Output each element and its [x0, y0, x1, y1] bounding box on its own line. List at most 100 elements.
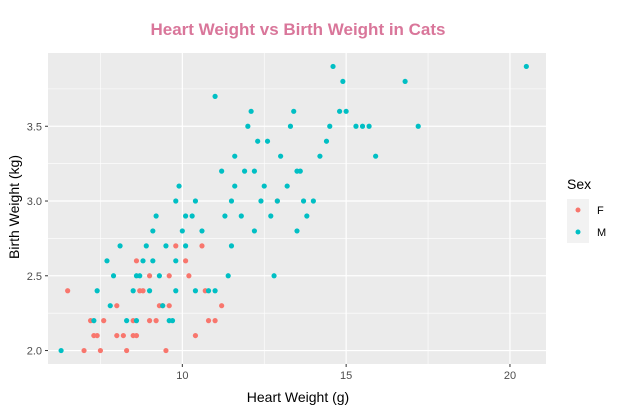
data-point-f	[120, 332, 126, 339]
data-point-m	[222, 213, 228, 219]
data-point-m	[183, 243, 189, 249]
data-points	[58, 63, 529, 354]
data-point-f	[212, 318, 218, 324]
data-point-m	[228, 243, 235, 249]
data-point-m	[340, 78, 346, 85]
major-gridlines	[48, 53, 546, 364]
data-point-m	[212, 93, 218, 99]
data-point-m	[58, 347, 64, 354]
data-point-m	[251, 168, 258, 174]
data-point-f	[153, 318, 159, 324]
data-point-m	[310, 198, 316, 204]
data-point-m	[294, 228, 300, 234]
data-point-m	[107, 303, 113, 309]
data-point-m	[284, 183, 290, 189]
data-point-m	[117, 243, 123, 249]
data-point-m	[287, 123, 294, 129]
data-point-m	[94, 288, 100, 294]
data-point-f	[114, 303, 120, 309]
data-point-m	[179, 228, 185, 234]
legend-title: Sex	[567, 176, 591, 192]
x-tick-label: 10	[176, 370, 188, 382]
data-point-m	[91, 318, 97, 324]
data-point-f	[146, 273, 153, 279]
data-point-f	[124, 347, 130, 354]
data-point-m	[366, 123, 372, 129]
data-point-m	[323, 138, 330, 144]
data-point-m	[140, 258, 146, 264]
data-point-m	[304, 213, 310, 219]
data-point-m	[199, 228, 205, 234]
data-point-m	[104, 258, 110, 264]
data-point-m	[192, 198, 199, 204]
data-point-m	[232, 153, 238, 159]
data-point-m	[261, 183, 267, 189]
data-point-m	[343, 108, 349, 114]
data-point-m	[169, 318, 176, 324]
data-point-m	[245, 123, 251, 129]
data-point-m	[153, 213, 159, 219]
data-point-m	[336, 108, 343, 114]
data-point-m	[278, 153, 284, 159]
data-point-m	[110, 273, 117, 279]
chart-title: Heart Weight vs Birth Weight in Cats	[150, 20, 445, 39]
data-point-f	[140, 288, 146, 294]
legend-label-f: F	[597, 205, 604, 217]
data-point-f	[219, 303, 225, 309]
legend-label-m: M	[597, 227, 606, 239]
data-point-m	[255, 138, 261, 144]
data-point-f	[205, 318, 212, 324]
data-point-m	[176, 183, 182, 189]
data-point-f	[163, 347, 169, 354]
x-axis-title: Heart Weight (g)	[247, 389, 349, 405]
data-point-m	[268, 213, 274, 219]
data-point-f	[166, 273, 172, 279]
plot-panel	[48, 53, 546, 364]
data-point-m	[183, 213, 189, 219]
data-point-m	[274, 198, 280, 204]
data-point-f	[65, 288, 71, 294]
data-point-m	[150, 228, 156, 234]
data-point-m	[173, 258, 179, 264]
data-point-m	[143, 243, 149, 249]
data-point-m	[232, 183, 238, 189]
data-point-m	[228, 198, 235, 204]
data-point-m	[353, 123, 359, 129]
data-point-m	[156, 273, 162, 279]
legend-swatch-f	[575, 207, 581, 213]
data-point-m	[415, 123, 421, 129]
data-point-m	[291, 108, 297, 114]
data-point-f	[183, 258, 189, 264]
x-axis-ticks: 10 15 20	[176, 364, 516, 382]
data-point-f	[81, 347, 87, 354]
data-point-m	[271, 273, 277, 279]
data-point-m	[205, 288, 212, 294]
y-axis-ticks: 2.0 2.5 3.0 3.5	[27, 121, 48, 358]
y-tick-label: 2.0	[27, 346, 42, 358]
y-axis-title: Birth Weight (kg)	[6, 155, 22, 259]
data-point-m	[251, 228, 258, 234]
data-point-m	[160, 303, 166, 309]
y-tick-label: 3.5	[27, 121, 42, 133]
data-point-m	[137, 273, 143, 279]
data-point-m	[124, 318, 130, 324]
data-point-m	[146, 288, 153, 294]
data-point-m	[402, 78, 408, 85]
data-point-f	[101, 318, 107, 324]
legend: Sex F M	[567, 176, 606, 243]
data-point-f	[199, 243, 205, 249]
data-point-m	[330, 63, 336, 70]
x-tick-label: 15	[340, 370, 352, 382]
data-point-m	[219, 168, 225, 174]
data-point-m	[173, 198, 179, 204]
x-tick-label: 20	[504, 370, 516, 382]
data-point-f	[146, 318, 153, 324]
data-point-m	[133, 318, 140, 324]
data-point-f	[114, 332, 120, 339]
data-point-m	[238, 213, 244, 219]
data-point-m	[163, 243, 169, 249]
data-point-m	[241, 168, 248, 174]
data-point-f	[173, 243, 179, 249]
y-tick-label: 3.0	[27, 196, 42, 208]
